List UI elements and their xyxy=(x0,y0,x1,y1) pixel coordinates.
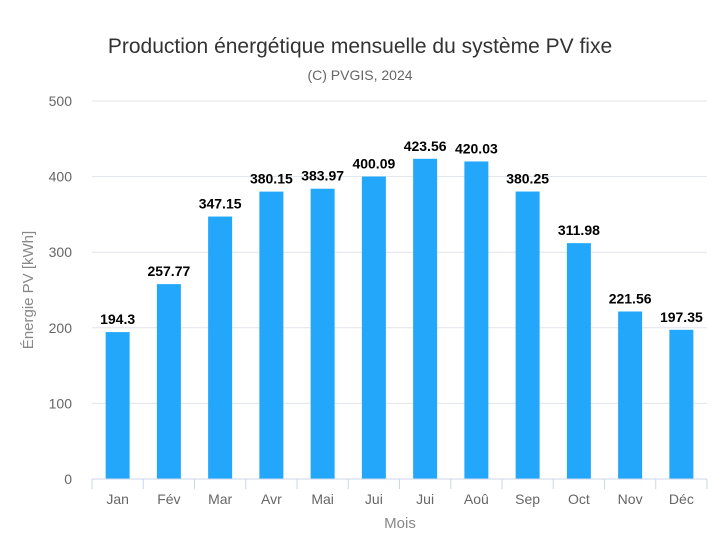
bar xyxy=(413,158,438,479)
data-label: 420.03 xyxy=(455,140,498,156)
bar xyxy=(156,284,181,479)
data-label: 197.35 xyxy=(660,309,703,325)
data-label: 423.56 xyxy=(404,138,447,154)
data-label: 221.56 xyxy=(609,291,652,307)
bar xyxy=(259,191,284,479)
x-axis-label: Mois xyxy=(384,515,416,532)
bar xyxy=(669,329,694,479)
data-label: 383.97 xyxy=(301,168,344,184)
bar xyxy=(105,332,130,479)
y-tick-label: 300 xyxy=(49,244,73,260)
x-tick-label: Jan xyxy=(106,491,129,507)
x-tick-label: Déc xyxy=(669,491,694,507)
bar xyxy=(618,311,643,479)
data-label: 380.25 xyxy=(506,171,549,187)
y-tick-label: 500 xyxy=(49,93,73,109)
chart-subtitle: (C) PVGIS, 2024 xyxy=(307,67,412,83)
x-tick-label: Fév xyxy=(157,491,180,507)
bar xyxy=(515,191,540,479)
data-label: 257.77 xyxy=(147,263,190,279)
data-label: 347.15 xyxy=(199,196,242,212)
y-axis-label: Énergie PV [kWh] xyxy=(20,231,37,349)
bar xyxy=(310,188,335,479)
x-tick-label: Mai xyxy=(311,491,334,507)
bar xyxy=(208,216,233,479)
data-label: 380.15 xyxy=(250,171,293,187)
bar xyxy=(361,176,386,479)
y-tick-label: 400 xyxy=(49,169,73,185)
chart-title: Production énergétique mensuelle du syst… xyxy=(108,35,612,58)
x-tick-label: Sep xyxy=(515,491,540,507)
data-label: 194.3 xyxy=(100,311,135,327)
x-tick-label: Avr xyxy=(261,491,282,507)
x-tick-label: Jui xyxy=(416,491,434,507)
x-tick-label: Aoû xyxy=(464,491,489,507)
x-tick-label: Mar xyxy=(208,491,232,507)
y-tick-label: 0 xyxy=(64,471,72,487)
y-tick-label: 100 xyxy=(49,395,73,411)
bar xyxy=(464,161,489,479)
bar xyxy=(566,243,591,479)
x-tick-label: Jui xyxy=(365,491,383,507)
y-tick-label: 200 xyxy=(49,320,73,336)
data-label: 400.09 xyxy=(352,156,395,172)
x-tick-label: Nov xyxy=(618,491,643,507)
data-label: 311.98 xyxy=(558,222,600,238)
x-tick-label: Oct xyxy=(568,491,590,507)
